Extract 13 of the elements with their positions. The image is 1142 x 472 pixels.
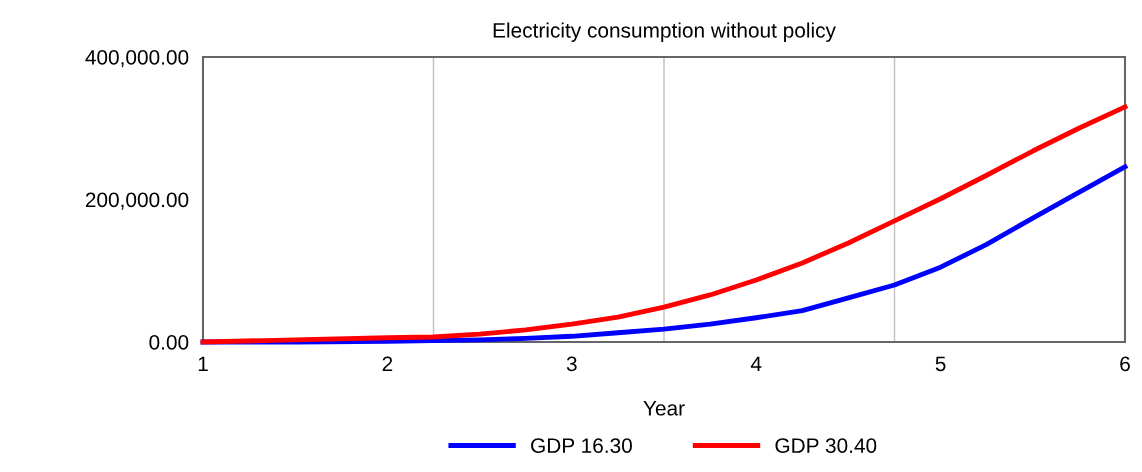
- x-tick-label: 6: [1120, 356, 1130, 372]
- y-tick-label: 0.00: [149, 335, 189, 350]
- x-tick-label: 5: [935, 356, 946, 372]
- chart-title: Electricity consumption without policy: [493, 22, 836, 42]
- x-axis-title: Year: [643, 401, 685, 416]
- legend-label: GDP 16.30: [531, 438, 632, 453]
- x-tick-label: 2: [382, 356, 393, 371]
- y-tick-label: 200,000.00: [85, 192, 189, 210]
- x-tick-label: 4: [750, 356, 762, 371]
- legend-label: GDP 30.40: [775, 438, 877, 453]
- x-tick-label: 3: [566, 356, 577, 372]
- x-tick-label: 1: [198, 356, 208, 371]
- y-tick-label: 400,000.00: [85, 50, 189, 68]
